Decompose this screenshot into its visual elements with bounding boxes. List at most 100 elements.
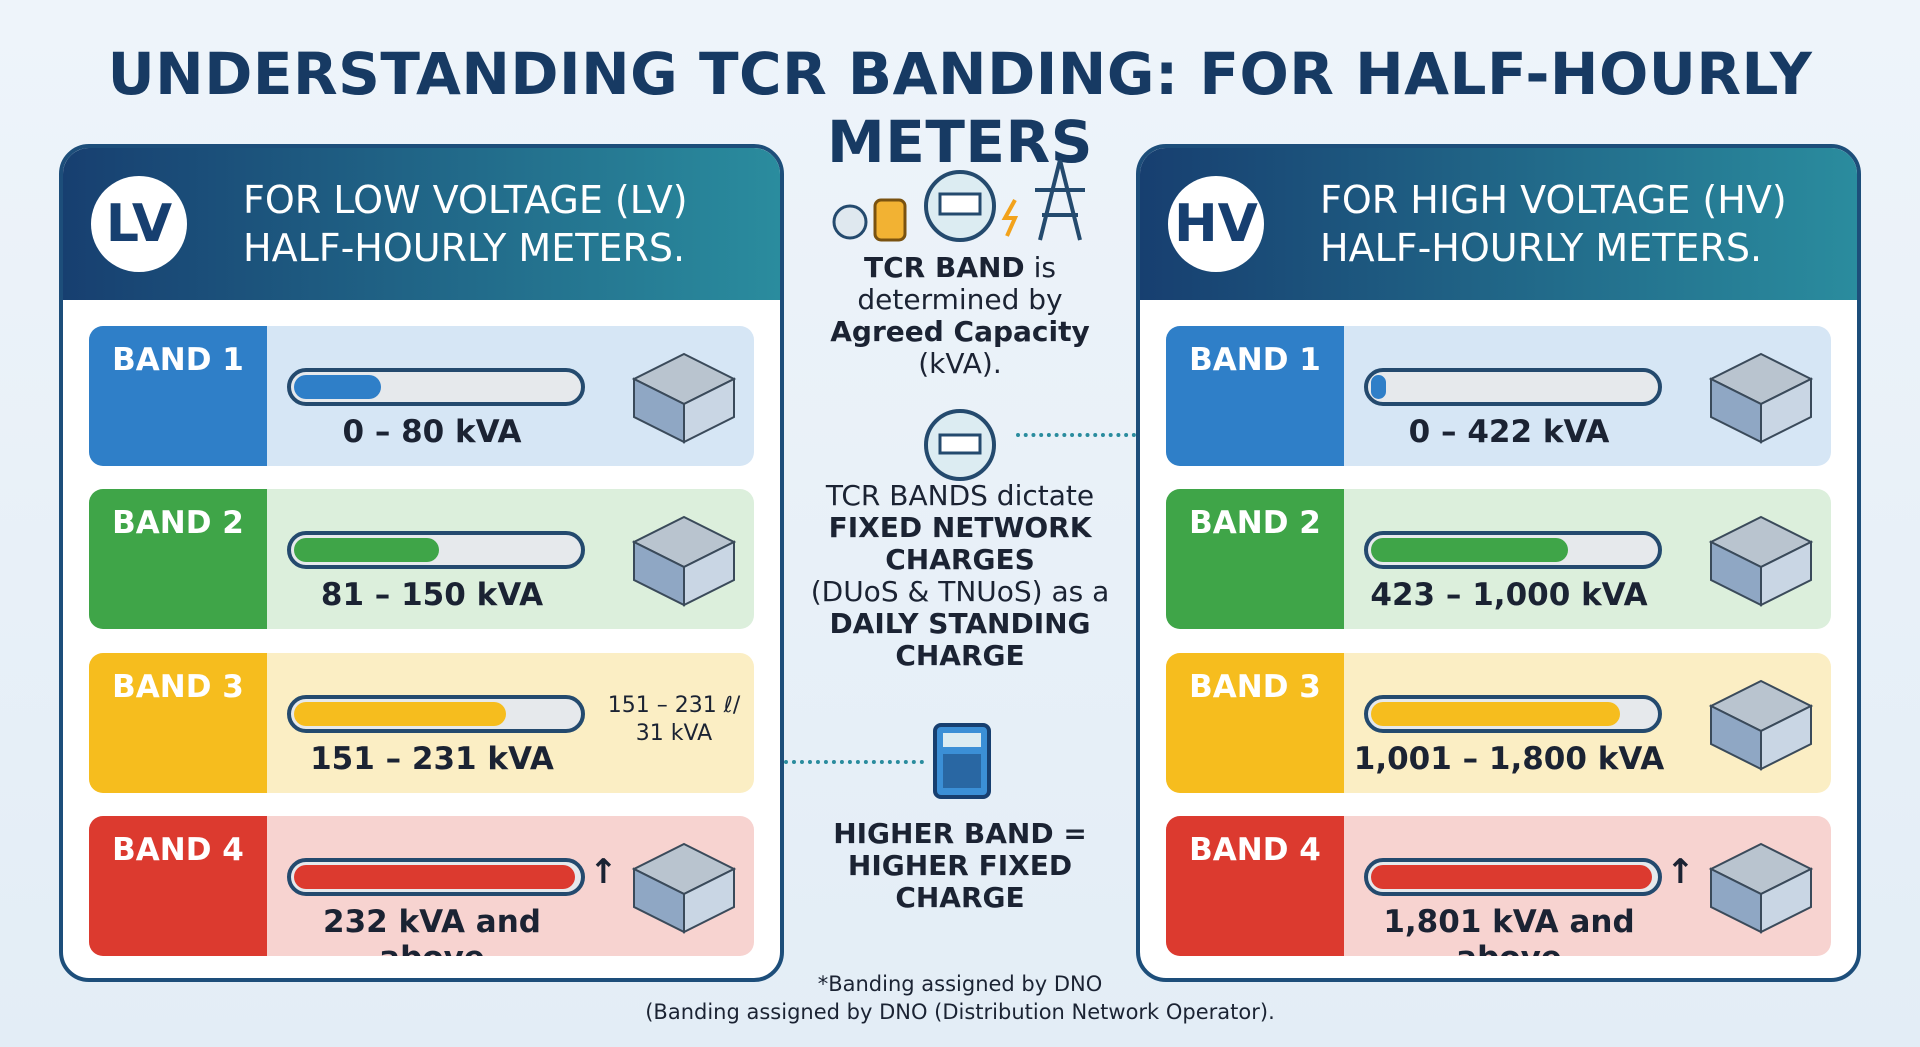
capacity-bar <box>287 858 585 896</box>
arrow: ↑ <box>589 852 618 892</box>
text-segment: (kVA). <box>918 347 1002 380</box>
band-tab: BAND 4 <box>89 816 267 956</box>
band-row: BAND 4 232 kVA and above ↑ <box>89 816 754 956</box>
panel-heading: FOR LOW VOLTAGE (LV) <box>243 178 688 222</box>
band-range: 0 – 80 kVA <box>342 414 522 450</box>
building-icon <box>1708 679 1814 771</box>
center-text-line: determined by <box>800 284 1120 316</box>
panel-header: HV FOR HIGH VOLTAGE (HV) HALF-HOURLY METER… <box>1140 148 1857 300</box>
building-icon <box>1708 352 1814 444</box>
band-label: BAND 4 <box>1189 832 1321 868</box>
bar-fill <box>1371 702 1621 726</box>
band-row: BAND 1 0 – 422 kVA <box>1166 326 1831 466</box>
center-text-line: CHARGE <box>800 882 1120 914</box>
text-segment: Agreed Capacity <box>830 315 1090 348</box>
center-text-line: FIXED NETWORK <box>800 512 1120 544</box>
band-note: 31 kVA <box>635 721 713 746</box>
capacity-bar <box>287 368 585 406</box>
band-tab: BAND 2 <box>1166 489 1344 629</box>
footnote: (Banding assigned by DNO (Distribution N… <box>645 1000 1275 1024</box>
band-label: BAND 4 <box>112 832 244 868</box>
building-icon <box>1708 842 1814 934</box>
meter-icon <box>924 409 996 481</box>
text-segment: CHARGES <box>885 543 1035 576</box>
panel: HV FOR HIGH VOLTAGE (HV) HALF-HOURLY METER… <box>1136 144 1861 982</box>
page-title: UNDERSTANDING TCR BANDING: FOR HALF-HOUR… <box>107 40 1813 176</box>
capacity-bar <box>1364 531 1662 569</box>
band-range: 0 – 422 kVA <box>1408 414 1610 450</box>
band-label: BAND 1 <box>112 342 244 378</box>
bar-fill <box>1371 865 1653 889</box>
band-tab: BAND 4 <box>1166 816 1344 956</box>
center-text-line: DAILY STANDING <box>800 608 1120 640</box>
connector <box>1016 433 1136 437</box>
center-text-line: CHARGE <box>800 640 1120 672</box>
band-row: BAND 3 1,001 – 1,800 kVA <box>1166 653 1831 793</box>
bar-fill <box>294 865 576 889</box>
panel-heading: HALF-HOURLY METERS. <box>243 226 686 270</box>
voltage-badge: HV <box>1168 176 1264 272</box>
text-segment: determined by <box>857 283 1063 316</box>
capacity-bar <box>1364 695 1662 733</box>
band-range: 423 – 1,000 kVA <box>1370 577 1648 613</box>
building-icon <box>1708 515 1814 607</box>
center-text-line: TCR BAND is <box>800 252 1120 284</box>
band-range: 151 – 231 kVA <box>310 741 554 777</box>
center-text-line: CHARGES <box>800 544 1120 576</box>
header-icons <box>832 160 1085 242</box>
band-tab: BAND 3 <box>1166 653 1344 793</box>
calculator-icon <box>933 723 991 799</box>
band-range: 81 – 150 kVA <box>320 577 544 613</box>
text-segment: TCR BANDS dictate <box>825 479 1095 512</box>
band-note: 151 – 231 ℓ/ <box>607 693 741 718</box>
center-text-line: TCR BANDS dictate <box>800 480 1120 512</box>
center-text-line: HIGHER BAND = <box>800 818 1120 850</box>
capacity-bar <box>1364 368 1662 406</box>
capacity-bar <box>1364 858 1662 896</box>
capacity-bar <box>287 695 585 733</box>
text-segment: TCR BAND <box>864 251 1025 284</box>
text-segment: (DUoS & TNUoS) as a <box>810 575 1110 608</box>
center-text-line: (kVA). <box>800 348 1120 380</box>
band-tab: BAND 2 <box>89 489 267 629</box>
band-tab: BAND 3 <box>89 653 267 793</box>
band-row: BAND 4 1,801 kVA and above ↑ <box>1166 816 1831 956</box>
bar-fill <box>1371 375 1386 399</box>
text-segment: FIXED NETWORK <box>828 511 1092 544</box>
text-segment: HIGHER BAND = <box>833 817 1087 850</box>
band-tab: BAND 1 <box>89 326 267 466</box>
bar-fill <box>294 375 381 399</box>
center-text-line: HIGHER FIXED <box>800 850 1120 882</box>
panel-heading: FOR HIGH VOLTAGE (HV) <box>1320 178 1787 222</box>
text-segment: CHARGE <box>895 639 1025 672</box>
panel: LV FOR LOW VOLTAGE (LV) HALF-HOURLY METERS… <box>59 144 784 982</box>
building-icon <box>631 352 737 444</box>
center-text-line: Agreed Capacity <box>800 316 1120 348</box>
band-row: BAND 2 81 – 150 kVA <box>89 489 754 629</box>
text-segment: DAILY STANDING <box>829 607 1091 640</box>
panel-heading: HALF-HOURLY METERS. <box>1320 226 1763 270</box>
voltage-badge: LV <box>91 176 187 272</box>
band-label: BAND 2 <box>112 505 244 541</box>
band-row: BAND 2 423 – 1,000 kVA <box>1166 489 1831 629</box>
text-segment: CHARGE <box>895 881 1025 914</box>
band-label: BAND 2 <box>1189 505 1321 541</box>
panel-header: LV FOR LOW VOLTAGE (LV) HALF-HOURLY METERS… <box>63 148 780 300</box>
bar-fill <box>1371 538 1569 562</box>
text-segment: is <box>1024 251 1056 284</box>
band-row: BAND 3 151 – 231 kVA 151 – 231 ℓ/31 kVA <box>89 653 754 793</box>
building-icon <box>631 515 737 607</box>
bar-fill <box>294 538 439 562</box>
capacity-bar <box>287 531 585 569</box>
band-label: BAND 3 <box>1189 669 1321 705</box>
bar-fill <box>294 702 506 726</box>
footnote: *Banding assigned by DNO <box>817 972 1103 996</box>
band-row: BAND 1 0 – 80 kVA <box>89 326 754 466</box>
building-icon <box>631 842 737 934</box>
band-range: 1,801 kVA and above <box>1383 904 1635 956</box>
band-label: BAND 1 <box>1189 342 1321 378</box>
text-segment: HIGHER FIXED <box>847 849 1073 882</box>
band-range: 232 kVA and above <box>323 904 541 956</box>
center-text-line: (DUoS & TNUoS) as a <box>800 576 1120 608</box>
